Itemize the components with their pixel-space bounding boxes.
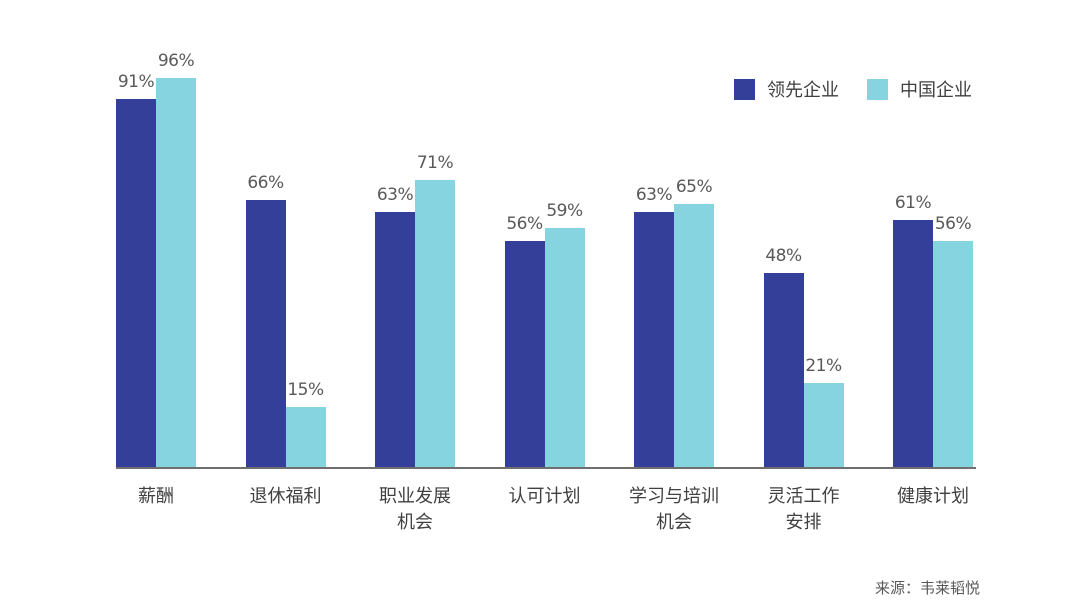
value-label: 56% <box>934 213 972 234</box>
value-label: 65% <box>675 177 713 198</box>
legend-item-leading: 领先企业 <box>734 76 839 102</box>
bar-china-0 <box>156 78 196 468</box>
legend-label-china: 中国企业 <box>900 80 972 101</box>
value-label: 63% <box>635 185 673 206</box>
value-label: 71% <box>416 152 454 173</box>
bar-leading-5 <box>763 273 804 468</box>
category-label: 灵活工作 安排 <box>767 486 840 533</box>
value-label: 61% <box>894 193 932 214</box>
value-label: 91% <box>117 71 155 92</box>
value-label: 48% <box>765 246 802 267</box>
category-label: 健康计划 <box>897 486 969 507</box>
value-label: 63% <box>376 185 414 206</box>
legend-swatch-leading <box>734 78 755 100</box>
bar-china-6 <box>933 240 973 468</box>
legend-item-china: 中国企业 <box>867 76 972 102</box>
bar-leading-3 <box>504 240 545 468</box>
category-label: 认可计划 <box>508 486 581 507</box>
x-axis-line <box>116 467 976 469</box>
bar-china-1 <box>285 407 326 468</box>
bar-china-4 <box>674 204 714 468</box>
legend-label-leading: 领先企业 <box>767 80 839 101</box>
category-label: 学习与培训 机会 <box>629 486 719 533</box>
bar-china-3 <box>544 228 585 468</box>
bar-leading-6 <box>893 220 933 468</box>
category-label: 退休福利 <box>249 486 322 507</box>
value-label: 66% <box>247 173 284 194</box>
value-label: 56% <box>506 213 543 234</box>
legend-swatch-china <box>867 78 888 100</box>
bar-leading-2 <box>375 212 415 468</box>
source-note: 来源：韦莱韬悦 <box>874 579 980 597</box>
legend: 领先企业 中国企业 <box>734 76 1000 102</box>
bar-china-5 <box>803 382 844 468</box>
bar-china-2 <box>415 179 455 468</box>
bar-leading-0 <box>116 98 156 468</box>
value-label: 15% <box>287 380 324 401</box>
value-label: 21% <box>805 355 842 376</box>
category-label: 职业发展 机会 <box>379 486 451 533</box>
bar-leading-1 <box>245 200 286 468</box>
value-label: 59% <box>546 201 583 222</box>
value-label: 96% <box>157 51 195 72</box>
bar-leading-4 <box>634 212 674 468</box>
category-label: 薪酬 <box>138 486 174 507</box>
